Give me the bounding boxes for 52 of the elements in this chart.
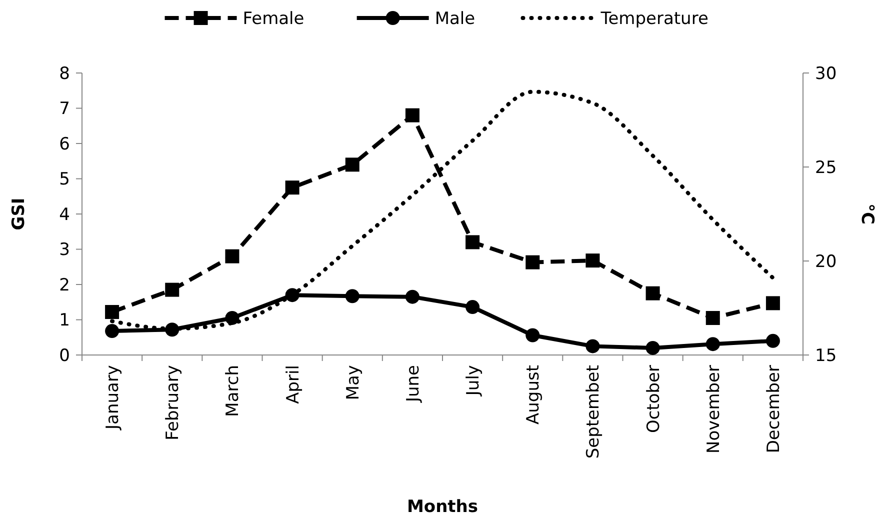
x-tick-label: August bbox=[524, 364, 544, 424]
point bbox=[766, 296, 780, 310]
y-tick-label: 1 bbox=[59, 310, 70, 331]
point bbox=[526, 328, 540, 342]
legend-label: Temperature bbox=[600, 8, 708, 29]
point bbox=[105, 304, 120, 319]
point bbox=[706, 337, 720, 352]
x-axis-title: Months bbox=[406, 497, 478, 517]
legend-label: Female bbox=[242, 8, 304, 29]
x-tick-label: December bbox=[764, 364, 784, 454]
x-tick-label: July bbox=[464, 365, 484, 397]
y2-tick-label: 15 bbox=[815, 346, 837, 366]
y-axis-title: GSI bbox=[9, 198, 29, 230]
x-tick-label: Septembet bbox=[584, 364, 604, 459]
x-tick-label: June bbox=[403, 365, 424, 404]
y-tick-label: 8 bbox=[59, 64, 70, 84]
point bbox=[405, 108, 420, 122]
x-tick-label: October bbox=[644, 365, 664, 434]
x-tick-label: November bbox=[704, 364, 724, 454]
x-tick-label: March bbox=[223, 365, 244, 417]
point bbox=[766, 334, 780, 348]
point bbox=[405, 290, 420, 304]
y2-tick-label: 30 bbox=[815, 64, 837, 84]
point bbox=[165, 282, 180, 297]
point bbox=[345, 289, 360, 304]
point bbox=[466, 300, 480, 314]
point bbox=[646, 340, 660, 355]
y2-tick-label: 20 bbox=[815, 252, 837, 272]
y-tick-label: 4 bbox=[59, 204, 70, 225]
point bbox=[586, 339, 600, 354]
legend-label: Male bbox=[434, 8, 476, 29]
y-tick-label: 3 bbox=[59, 240, 70, 260]
y-tick-label: 6 bbox=[59, 134, 70, 154]
point bbox=[466, 235, 480, 250]
point bbox=[586, 254, 600, 268]
y2-axis-title: °C bbox=[857, 204, 877, 224]
x-tick-label: April bbox=[283, 365, 304, 404]
x-tick-label: February bbox=[163, 365, 184, 440]
point bbox=[345, 158, 360, 172]
point bbox=[526, 255, 540, 270]
x-tick-label: May bbox=[343, 365, 364, 400]
y-tick-label: 0 bbox=[59, 346, 70, 366]
y-tick-label: 2 bbox=[59, 275, 70, 296]
point bbox=[285, 180, 300, 195]
point bbox=[225, 249, 240, 264]
y-tick-label: 7 bbox=[59, 99, 70, 120]
point bbox=[646, 286, 660, 300]
y-tick-label: 5 bbox=[59, 170, 70, 190]
y2-tick-label: 25 bbox=[815, 158, 837, 178]
point bbox=[706, 310, 720, 325]
point bbox=[105, 324, 120, 338]
x-tick-label: January bbox=[103, 365, 124, 430]
